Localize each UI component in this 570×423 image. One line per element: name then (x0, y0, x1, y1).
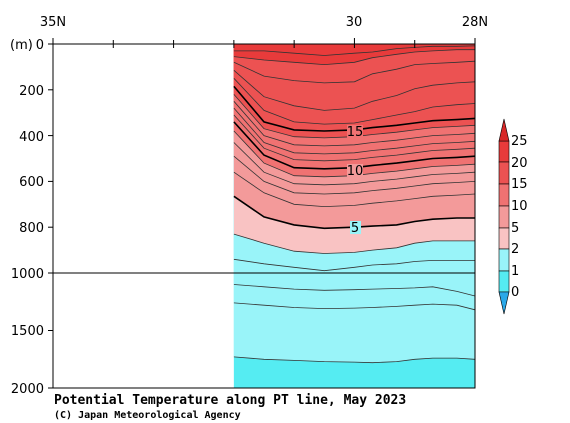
contour-label-15: 15 (347, 125, 364, 140)
isotherm-4.5 (233, 233, 475, 254)
isotherm-6 (233, 171, 476, 208)
depth-ticks (48, 43, 53, 389)
temperature-bands (233, 44, 475, 388)
colorbar-label-2: 2 (511, 242, 519, 257)
isotherm-13 (233, 101, 476, 147)
isotherm-3 (233, 302, 476, 311)
y-tick-label-1000: 1000 (11, 267, 44, 282)
isotherm-4 (233, 258, 475, 272)
contour-label-5: 5 (351, 221, 359, 236)
colorbar-label-0: 0 (511, 285, 519, 300)
colorbar-label-20: 20 (511, 156, 528, 171)
colorbar-segment-2 (498, 183, 510, 207)
x-tick-label-30: 30 (346, 15, 363, 30)
colorbar-label-25: 25 (511, 134, 528, 149)
isotherm-16 (233, 78, 476, 125)
chart-credit: (C) Japan Meteorological Agency (54, 409, 241, 421)
isotherm-9 (233, 130, 476, 178)
isotherm-18 (233, 60, 476, 84)
plot-frame (52, 43, 476, 389)
isotherm-5 (233, 195, 475, 230)
isotherm-3.5 (233, 284, 476, 297)
y-tick-label-0: 0 (36, 38, 44, 53)
isotherm-12 (233, 107, 476, 155)
chart-title: Potential Temperature along PT line, May… (54, 393, 406, 408)
contour-label-bg-15 (347, 125, 363, 138)
isotherm-20 (233, 45, 476, 56)
y-tick-label-400: 400 (19, 130, 44, 145)
colorbar-segment-4 (498, 227, 510, 250)
colorbar-label-15: 15 (511, 177, 528, 192)
isotherm-14 (233, 94, 476, 139)
isotherm-lines (233, 45, 476, 364)
y-tick-label-200: 200 (19, 84, 44, 99)
colorbar-segment-0 (498, 140, 510, 163)
colorbar-segment-1 (498, 161, 510, 185)
colorbar-segment-6 (498, 270, 510, 293)
y-tick-label-600: 600 (19, 175, 44, 190)
y-tick-label-800: 800 (19, 221, 44, 236)
depth-unit-label: (m) (10, 38, 33, 53)
colorbar-label-5: 5 (511, 221, 519, 236)
contour-label-10: 10 (347, 164, 364, 179)
isotherm-17 (233, 69, 476, 111)
colorbar-label-1: 1 (511, 264, 519, 279)
isotherm-7 (233, 155, 476, 195)
colorbar-top-arrow (498, 118, 510, 142)
isotherm-11 (233, 114, 476, 162)
latitude-ticks (52, 38, 476, 48)
colorbar-segment-5 (498, 248, 510, 272)
colorbar-bottom-arrow (498, 291, 510, 315)
y-tick-label-1500: 1500 (11, 324, 44, 339)
isotherm-2.5 (233, 356, 476, 364)
x-tick-label-28n: 28N (462, 15, 488, 30)
colorbar (498, 118, 510, 315)
isotherm-10 (233, 121, 476, 170)
isotherm-15 (233, 85, 476, 132)
isotherm-19 (233, 49, 475, 66)
x-tick-label-35n: 35N (40, 15, 66, 30)
colorbar-label-10: 10 (511, 199, 528, 214)
colorbar-segment-3 (498, 205, 510, 229)
contour-label-bg-10 (347, 164, 363, 177)
contour-label-bg-5 (350, 221, 361, 234)
isotherm-8 (233, 142, 476, 186)
y-tick-label-2000: 2000 (11, 382, 44, 397)
